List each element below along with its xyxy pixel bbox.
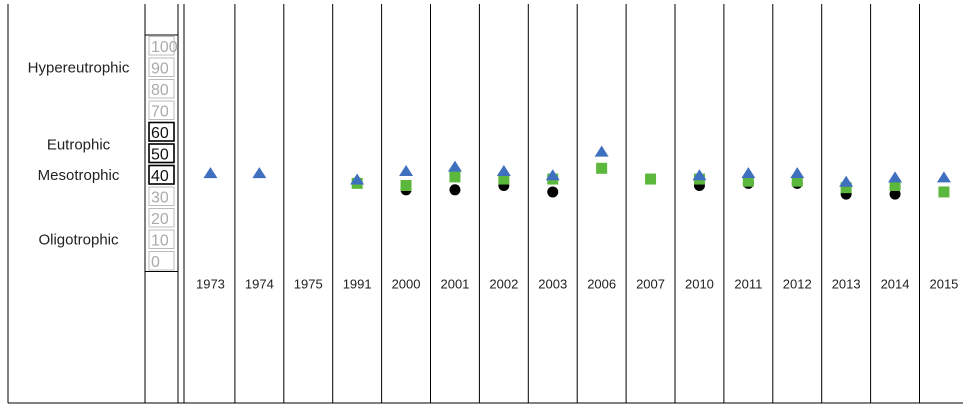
point-triangle-2014	[888, 171, 903, 183]
trophic-label-eutrophic: Eutrophic	[47, 137, 111, 154]
point-square-2014	[889, 180, 901, 191]
y-tick-label: 60	[151, 125, 169, 142]
y-tick-label: 40	[151, 168, 169, 185]
year-label-2003: 2003	[538, 277, 567, 292]
point-triangle-2001	[447, 160, 462, 172]
year-label-2014: 2014	[881, 277, 910, 292]
point-square-2006	[596, 162, 608, 174]
year-label-1975: 1975	[294, 277, 323, 292]
point-circle-2014	[889, 188, 901, 200]
y-tick-box	[148, 36, 175, 56]
year-label-2013: 2013	[832, 277, 861, 292]
point-circle-2001	[449, 184, 461, 196]
point-square-2000	[400, 180, 412, 191]
point-square-2007	[645, 173, 657, 185]
point-triangle-2012	[790, 167, 805, 179]
year-columns: 1973 1974 1975 1991 2000 2001 2002 2003 2006 2007…	[196, 4, 958, 403]
year-label-1973: 1973	[196, 277, 225, 292]
point-square-2011	[742, 175, 754, 187]
year-label-2001: 2001	[440, 277, 469, 292]
year-label-2012: 2012	[783, 277, 812, 292]
y-tick-label: 90	[151, 60, 169, 77]
year-label-2015: 2015	[929, 277, 958, 292]
y-tick-label: 80	[151, 82, 169, 99]
trophic-label-oligotrophic: Oligotrophic	[38, 231, 119, 248]
year-label-2006: 2006	[587, 277, 616, 292]
y-tick-box	[148, 251, 175, 271]
year-label-2010: 2010	[685, 277, 714, 292]
point-square-2012	[791, 175, 803, 187]
trophic-label-hypereutrophic: Hypereutrophic	[28, 59, 130, 76]
y-tick-box	[148, 208, 175, 228]
y-tick-label: 0	[151, 254, 160, 271]
year-label-1974: 1974	[245, 277, 274, 292]
point-circle-2003	[547, 186, 559, 198]
point-square-2001	[449, 171, 461, 183]
y-axis-ticks: 0 10 20 30 40 50 60 70 80 90 100	[148, 36, 178, 271]
y-tick-label: 30	[151, 189, 169, 206]
point-triangle-2011	[741, 167, 756, 179]
point-square-2002	[498, 173, 510, 185]
trophic-labels: Hypereutrophic Eutrophic Mesotrophic Oligot…	[28, 59, 130, 248]
y-tick-box	[148, 229, 175, 249]
y-tick-box	[148, 164, 175, 185]
point-triangle-2003	[545, 169, 560, 181]
point-triangle-2010	[692, 169, 707, 181]
y-tick-label: 70	[151, 103, 169, 120]
point-triangle-2002	[496, 164, 511, 176]
y-tick-box	[148, 100, 175, 120]
year-label-2002: 2002	[489, 277, 518, 292]
point-triangle-1974	[252, 167, 267, 179]
y-tick-box	[148, 121, 175, 142]
point-triangle-2015	[936, 171, 951, 183]
y-tick-label: 100	[151, 39, 178, 56]
point-triangle-2000	[399, 164, 414, 176]
trophic-label-mesotrophic: Mesotrophic	[38, 167, 120, 184]
y-tick-label: 10	[151, 232, 169, 249]
chart-frame	[7, 4, 963, 404]
y-tick-box	[148, 186, 175, 206]
y-tick-box	[148, 79, 175, 99]
point-triangle-2013	[839, 175, 854, 187]
point-triangle-2006	[594, 145, 609, 157]
year-label-2000: 2000	[392, 277, 421, 292]
year-label-2011: 2011	[734, 277, 762, 292]
point-square-2015	[938, 186, 950, 198]
point-square-2013	[840, 182, 852, 194]
point-triangle-1973	[203, 167, 218, 179]
y-tick-box	[148, 57, 175, 77]
point-triangle-1991	[350, 173, 365, 185]
y-tick-label: 20	[151, 211, 169, 228]
y-tick-box	[148, 143, 175, 164]
year-label-2007: 2007	[636, 277, 665, 292]
y-tick-label: 50	[151, 146, 169, 163]
data-points	[203, 145, 951, 200]
year-label-1991: 1991	[343, 277, 372, 292]
